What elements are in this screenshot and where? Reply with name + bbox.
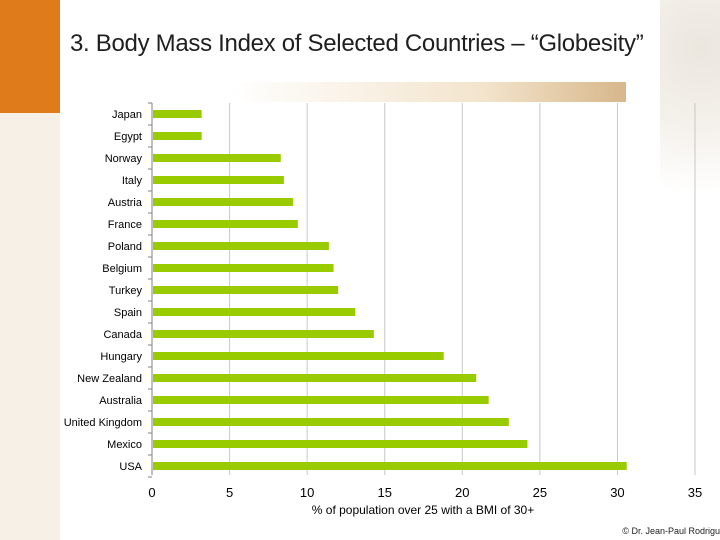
bar-egypt: [153, 132, 202, 140]
category-label: Egypt: [114, 131, 142, 143]
bar-canada: [153, 330, 374, 338]
category-label: Canada: [103, 329, 142, 341]
x-tick-label: 25: [533, 485, 547, 500]
bar-poland: [153, 242, 329, 250]
category-label: Turkey: [109, 285, 143, 297]
x-tick-label: 5: [226, 485, 233, 500]
credit-text: © Dr. Jean-Paul Rodrigu: [622, 526, 720, 536]
category-label: Belgium: [102, 263, 142, 275]
category-label: New Zealand: [77, 373, 142, 385]
x-tick-label: 30: [610, 485, 624, 500]
bar-france: [153, 220, 298, 228]
category-label: USA: [119, 461, 142, 473]
bar-italy: [153, 176, 284, 184]
bar-mexico: [153, 440, 528, 448]
x-tick-label: 0: [148, 485, 155, 500]
x-tick-label: 10: [300, 485, 314, 500]
bar-hungary: [153, 352, 444, 360]
category-label: Spain: [114, 307, 142, 319]
globe-watermark: [660, 0, 720, 240]
category-label: Hungary: [100, 351, 142, 363]
category-label: Austria: [108, 197, 143, 209]
x-tick-label: 15: [377, 485, 391, 500]
category-label: Mexico: [107, 439, 142, 451]
bar-austria: [153, 198, 294, 206]
category-label: Italy: [122, 175, 143, 187]
bar-turkey: [153, 286, 339, 294]
bar-australia: [153, 396, 489, 404]
x-axis-label: % of population over 25 with a BMI of 30…: [312, 503, 534, 517]
category-label: United Kingdom: [64, 417, 142, 429]
category-label: Australia: [99, 395, 143, 407]
orange-accent-block: [0, 0, 60, 113]
x-tick-label: 20: [455, 485, 469, 500]
bar-japan: [153, 110, 202, 118]
bar-united-kingdom: [153, 418, 509, 426]
category-label: France: [108, 219, 142, 231]
bar-spain: [153, 308, 356, 316]
bar-new-zealand: [153, 374, 477, 382]
category-label: Japan: [112, 109, 142, 121]
bar-usa: [153, 462, 627, 470]
x-tick-label: 35: [688, 485, 702, 500]
bar-norway: [153, 154, 281, 162]
bar-belgium: [153, 264, 334, 272]
category-label: Norway: [105, 153, 143, 165]
category-label: Poland: [108, 241, 142, 253]
title-underline-band: [60, 82, 626, 102]
slide-title: 3. Body Mass Index of Selected Countries…: [70, 30, 644, 57]
